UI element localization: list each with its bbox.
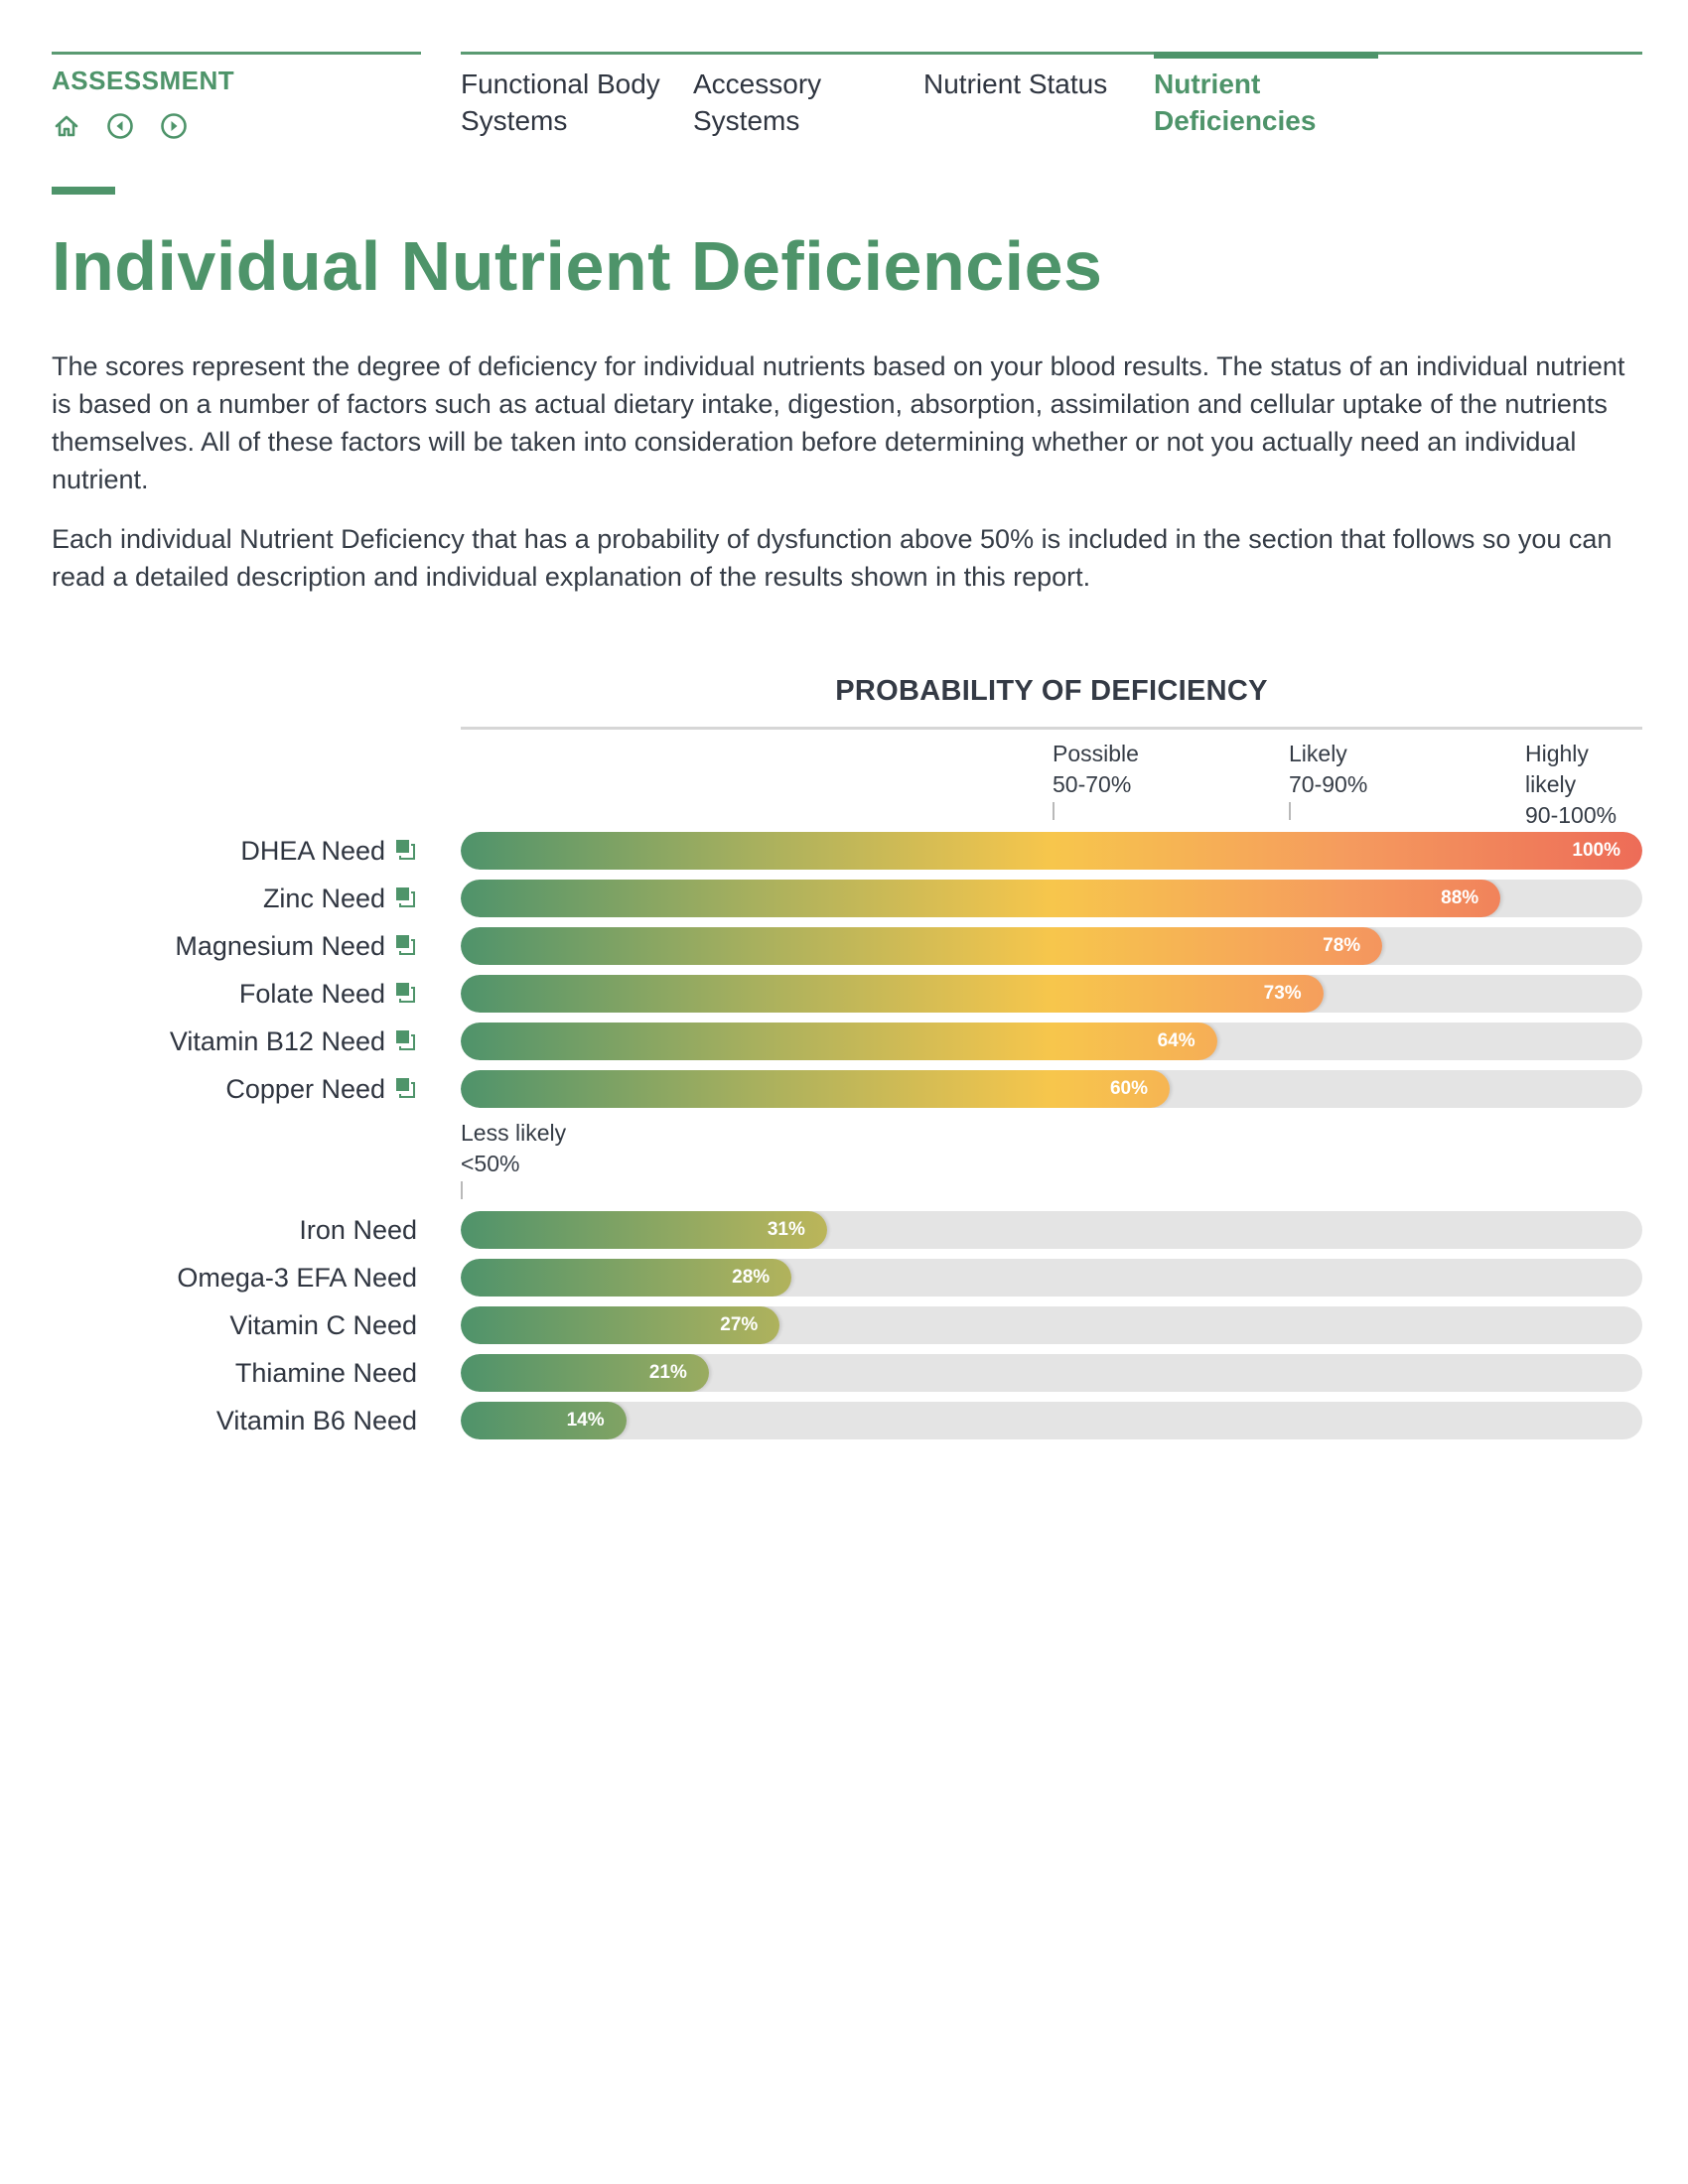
row-label: Copper Need bbox=[225, 1074, 385, 1104]
active-tab-indicator bbox=[1154, 52, 1378, 59]
bar-track: 27% bbox=[461, 1306, 1642, 1344]
header-rule-right bbox=[461, 52, 1642, 55]
bar-fill bbox=[461, 1354, 709, 1392]
row-label: Omega-3 EFA Need bbox=[177, 1263, 417, 1293]
open-details-icon[interactable] bbox=[393, 1028, 417, 1052]
bar-value-label: 73% bbox=[1263, 983, 1302, 1004]
zone-name: Possible bbox=[1053, 741, 1139, 766]
bar-value-label: 28% bbox=[732, 1267, 771, 1288]
tab-nutrient-status[interactable]: Nutrient Status bbox=[923, 66, 1142, 102]
zone-range: 70-90% bbox=[1289, 771, 1368, 797]
chart-title: PROBABILITY OF DEFICIENCY bbox=[835, 675, 1268, 707]
row-label: Iron Need bbox=[299, 1215, 417, 1245]
brand-label: ASSESSMENT bbox=[52, 66, 235, 95]
bar-fill bbox=[461, 1259, 792, 1297]
bar-track: 78% bbox=[461, 927, 1642, 965]
bar-value-label: 100% bbox=[1572, 840, 1620, 861]
tab-label-line1: Nutrient Status bbox=[923, 68, 1108, 99]
row-label: DHEA Need bbox=[240, 836, 385, 866]
bar-track: 60% bbox=[461, 1070, 1642, 1108]
tab-label-line2: Deficiencies bbox=[1154, 105, 1317, 136]
zone-name: Likely bbox=[1289, 741, 1347, 766]
bar-fill bbox=[461, 1211, 827, 1249]
explanation-paragraph: Each individual Nutrient Deficiency that… bbox=[52, 524, 1613, 592]
bar-value-label: 60% bbox=[1109, 1078, 1148, 1099]
open-details-icon[interactable] bbox=[393, 838, 417, 862]
bar-track: 64% bbox=[461, 1023, 1642, 1060]
bar-value-label: 14% bbox=[566, 1410, 605, 1431]
header-rule-left bbox=[52, 52, 421, 55]
bar-track: 14% bbox=[461, 1402, 1642, 1439]
open-details-icon[interactable] bbox=[393, 1076, 417, 1100]
zone-range: 50-70% bbox=[1053, 771, 1132, 797]
bar-value-label: 64% bbox=[1157, 1030, 1196, 1051]
zone-label-highly-likely: Highly likely 90-100% bbox=[1525, 739, 1634, 831]
intro-paragraph: The scores represent the degree of defic… bbox=[52, 351, 1625, 494]
bar-fill bbox=[461, 1070, 1170, 1108]
next-icon[interactable] bbox=[159, 111, 189, 141]
page-title: Individual Nutrient Deficiencies bbox=[52, 227, 1103, 305]
chart-rule bbox=[461, 727, 1642, 730]
row-label: Vitamin B12 Need bbox=[169, 1026, 385, 1056]
bar-fill bbox=[461, 832, 1642, 870]
zone-tick-possible bbox=[1053, 802, 1055, 820]
row-label: Vitamin C Need bbox=[229, 1310, 417, 1340]
zone-label-possible: Possible 50-70% bbox=[1053, 739, 1139, 800]
zone-range: <50% bbox=[461, 1151, 520, 1176]
bar-value-label: 27% bbox=[720, 1314, 759, 1335]
zone-label-less-likely: Less likely <50% bbox=[461, 1118, 566, 1179]
row-label: Vitamin B6 Need bbox=[215, 1406, 417, 1435]
zone-range: 90-100% bbox=[1525, 802, 1618, 828]
zone-label-likely: Likely 70-90% bbox=[1289, 739, 1367, 800]
bar-value-label: 21% bbox=[648, 1362, 687, 1383]
tab-functional-body-systems[interactable]: Functional Body Systems bbox=[461, 66, 679, 139]
tab-label-line1: Functional Body bbox=[461, 68, 660, 99]
bar-fill bbox=[461, 1023, 1217, 1060]
bar-track: 100% bbox=[461, 832, 1642, 870]
home-icon[interactable] bbox=[52, 111, 81, 141]
bar-track: 73% bbox=[461, 975, 1642, 1013]
bar-track: 28% bbox=[461, 1259, 1642, 1297]
tab-label-line2: Systems bbox=[693, 105, 800, 136]
row-label: Magnesium Need bbox=[175, 931, 385, 961]
zone-name: Highly likely bbox=[1525, 741, 1589, 797]
bar-track: 88% bbox=[461, 880, 1642, 917]
bar-value-label: 31% bbox=[767, 1219, 805, 1240]
tab-label-line1: Nutrient bbox=[1154, 68, 1261, 99]
bar-fill bbox=[461, 880, 1501, 917]
tab-nutrient-deficiencies[interactable]: Nutrient Deficiencies bbox=[1154, 66, 1372, 139]
open-details-icon[interactable] bbox=[393, 981, 417, 1005]
bar-value-label: 88% bbox=[1441, 887, 1479, 908]
row-label: Folate Need bbox=[238, 979, 385, 1009]
open-details-icon[interactable] bbox=[393, 886, 417, 909]
open-details-icon[interactable] bbox=[393, 933, 417, 957]
tab-label-line2: Systems bbox=[461, 105, 568, 136]
zone-tick-less-likely bbox=[461, 1181, 463, 1199]
accent-dash bbox=[52, 187, 115, 195]
nav-icon-group bbox=[52, 111, 189, 141]
bar-fill bbox=[461, 1402, 627, 1439]
row-label: Zinc Need bbox=[262, 884, 385, 913]
bar-fill bbox=[461, 1306, 780, 1344]
previous-icon[interactable] bbox=[105, 111, 135, 141]
bar-track: 31% bbox=[461, 1211, 1642, 1249]
row-label: Thiamine Need bbox=[234, 1358, 417, 1388]
tab-label-line1: Accessory bbox=[693, 68, 822, 99]
bar-track: 21% bbox=[461, 1354, 1642, 1392]
zone-tick-likely bbox=[1289, 802, 1291, 820]
zone-name: Less likely bbox=[461, 1120, 567, 1146]
bar-value-label: 78% bbox=[1323, 935, 1361, 956]
tab-accessory-systems[interactable]: Accessory Systems bbox=[693, 66, 912, 139]
bar-fill bbox=[461, 927, 1383, 965]
bar-fill bbox=[461, 975, 1324, 1013]
